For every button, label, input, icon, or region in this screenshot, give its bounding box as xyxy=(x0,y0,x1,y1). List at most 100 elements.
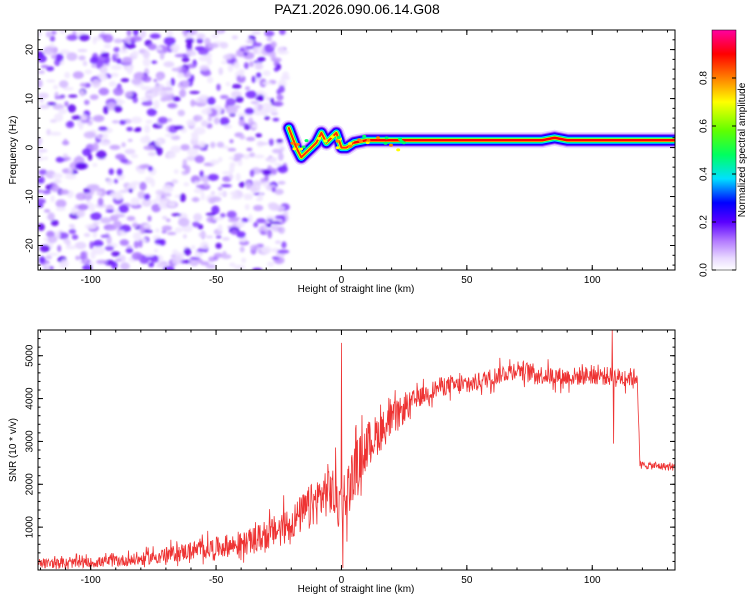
noise-blob xyxy=(110,65,123,70)
noise-blob xyxy=(216,83,221,91)
noise-blob xyxy=(268,138,274,146)
noise-blob xyxy=(115,153,126,160)
noise-blob xyxy=(141,75,152,83)
noise-blob xyxy=(120,262,130,270)
noise-blob xyxy=(84,99,90,105)
noise-blob xyxy=(85,192,92,202)
noise-blob xyxy=(191,197,200,202)
colorbar-gradient xyxy=(712,30,736,270)
noise-blob xyxy=(236,74,246,83)
noise-blob xyxy=(262,70,271,77)
noise-blob xyxy=(200,192,205,201)
noise-blob xyxy=(272,117,280,122)
noise-blob xyxy=(92,36,97,45)
noise-blob xyxy=(244,204,250,211)
noise-blob xyxy=(44,263,50,270)
noise-blob xyxy=(252,267,263,270)
noise-blob xyxy=(249,152,256,158)
noise-blob xyxy=(83,233,91,237)
noise-blob xyxy=(178,217,190,227)
noise-blob xyxy=(138,164,148,170)
noise-blob xyxy=(155,189,164,195)
noise-blob xyxy=(219,94,229,100)
noise-blob xyxy=(252,46,258,55)
spectrogram-signal-track xyxy=(280,120,675,166)
noise-blob xyxy=(46,102,57,106)
spectrogram-ytick-label: -20 xyxy=(25,238,36,253)
noise-blob xyxy=(116,168,123,176)
noise-blob xyxy=(38,79,43,88)
snr-xtick-label: -100 xyxy=(81,575,101,586)
noise-blob xyxy=(218,67,224,76)
noise-blob xyxy=(98,87,110,96)
noise-blob xyxy=(251,75,256,83)
noise-blob xyxy=(64,174,77,180)
signal-track-spot xyxy=(304,139,309,143)
noise-blob xyxy=(277,165,288,174)
noise-blob xyxy=(244,86,251,91)
noise-blob xyxy=(239,246,245,253)
noise-blob xyxy=(274,163,283,167)
noise-blob xyxy=(156,263,168,268)
noise-blob xyxy=(130,181,141,186)
noise-blob xyxy=(192,114,203,122)
noise-blob xyxy=(63,138,68,146)
noise-blob xyxy=(220,184,232,188)
noise-blob xyxy=(199,94,206,99)
noise-blob xyxy=(38,223,45,231)
noise-blob xyxy=(256,90,265,95)
noise-blob xyxy=(68,94,78,98)
noise-blob xyxy=(265,97,272,101)
noise-blob xyxy=(39,104,50,110)
noise-blob xyxy=(142,50,150,59)
noise-blob xyxy=(264,30,275,37)
noise-blob xyxy=(172,96,181,102)
noise-blob xyxy=(172,249,179,255)
noise-blob xyxy=(242,154,251,160)
noise-blob xyxy=(253,204,264,212)
noise-blob xyxy=(253,221,259,228)
noise-blob xyxy=(38,31,43,37)
noise-blob xyxy=(195,184,206,189)
noise-blob xyxy=(264,174,269,181)
noise-blob xyxy=(223,124,233,129)
noise-blob xyxy=(217,186,223,191)
noise-blob xyxy=(38,189,45,193)
noise-blob xyxy=(46,79,56,83)
noise-blob xyxy=(245,181,252,190)
noise-blob xyxy=(155,138,162,147)
noise-blob xyxy=(146,108,157,117)
noise-blob xyxy=(161,230,167,234)
spectrogram-xtick-label: -50 xyxy=(209,275,224,286)
noise-blob xyxy=(250,100,259,105)
noise-blob xyxy=(82,60,88,67)
noise-blob xyxy=(89,56,99,65)
noise-blob xyxy=(151,199,158,204)
signal-track-spot xyxy=(359,139,363,143)
noise-blob xyxy=(78,123,84,130)
noise-blob xyxy=(39,244,51,253)
noise-blob xyxy=(276,94,284,101)
noise-blob xyxy=(118,204,129,213)
noise-blob xyxy=(115,192,123,200)
noise-blob xyxy=(89,94,99,100)
noise-blob xyxy=(59,30,67,35)
noise-blob xyxy=(275,240,281,244)
noise-blob xyxy=(112,220,122,229)
noise-blob xyxy=(126,30,132,37)
noise-blob xyxy=(138,239,143,248)
signal-track-spot xyxy=(335,146,340,150)
noise-blob xyxy=(193,181,200,185)
noise-blob xyxy=(253,154,265,159)
noise-blob xyxy=(147,151,156,157)
noise-blob xyxy=(147,215,152,222)
noise-blob xyxy=(211,205,220,215)
noise-blob xyxy=(237,159,243,167)
noise-blob xyxy=(219,42,229,49)
noise-blob xyxy=(111,261,118,270)
signal-track-spot xyxy=(401,141,406,145)
noise-blob xyxy=(215,235,222,239)
noise-blob xyxy=(47,236,58,244)
noise-blob xyxy=(225,81,231,87)
